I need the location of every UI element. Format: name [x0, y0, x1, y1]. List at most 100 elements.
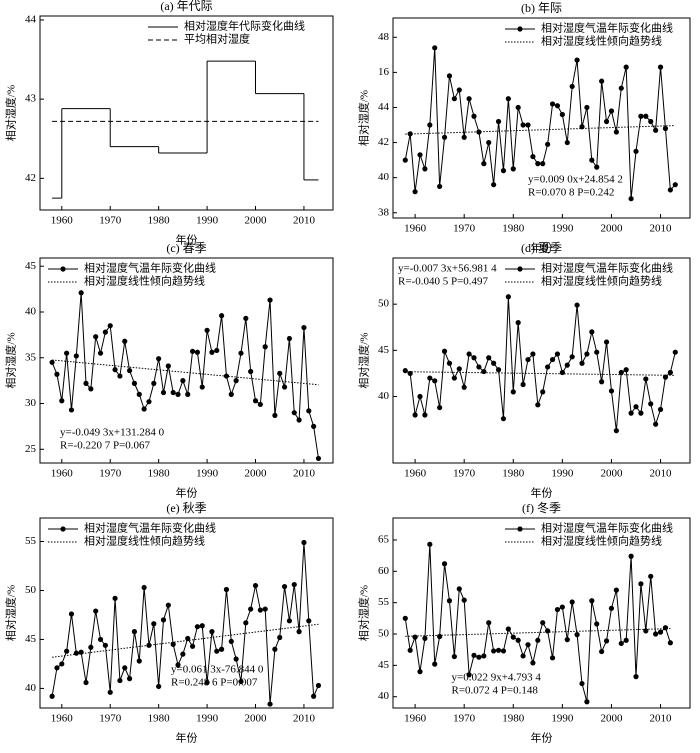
plot-frame	[39, 517, 334, 709]
plot-frame	[392, 257, 691, 464]
data-point	[432, 378, 438, 384]
data-point	[204, 327, 210, 333]
x-tick-label: 1970	[453, 713, 476, 725]
data-point	[228, 391, 234, 397]
legend-marker	[60, 526, 66, 532]
data-point	[662, 625, 669, 631]
data-point	[107, 323, 113, 329]
y-tick-label: 50	[378, 298, 390, 310]
x-tick-label: 1960	[51, 468, 74, 480]
y-tick-label: 40	[25, 306, 37, 318]
data-point	[549, 356, 556, 363]
x-axis-label: 年份	[176, 731, 198, 745]
data-point	[306, 408, 312, 414]
data-point	[315, 682, 322, 689]
data-point	[146, 399, 152, 405]
y-axis-label: 相对湿度/%	[357, 90, 371, 146]
regression-annotation: y=-0.049 3x+131.284 0	[60, 427, 165, 439]
data-point	[427, 122, 433, 128]
data-point	[402, 157, 408, 163]
x-tick-label: 1990	[551, 468, 574, 480]
data-point	[613, 587, 619, 593]
y-tick-label: 44	[25, 13, 37, 25]
data-point	[214, 648, 220, 654]
data-point	[535, 402, 541, 408]
data-point	[466, 351, 472, 357]
data-point	[402, 368, 408, 374]
data-point	[170, 389, 176, 396]
trend-line	[52, 359, 319, 386]
data-point	[476, 129, 482, 135]
y-tick-label: 25	[25, 443, 37, 455]
data-point	[672, 182, 678, 188]
x-tick-label: 1960	[404, 468, 427, 480]
data-point	[117, 677, 123, 684]
regression-annotation: y=0.009 0x+24.854 2	[528, 174, 623, 186]
x-tick-label: 2010	[293, 713, 316, 725]
plot-frame	[39, 15, 334, 211]
data-point	[441, 348, 448, 354]
data-point	[510, 634, 516, 640]
data-point	[248, 606, 254, 612]
data-point	[54, 371, 60, 377]
data-point	[579, 360, 585, 366]
legend-label: 相对湿度线性倾向趋势线	[541, 34, 662, 48]
x-tick-label: 1990	[196, 468, 219, 480]
data-point	[618, 369, 624, 376]
data-point	[540, 620, 546, 626]
data-line	[405, 296, 676, 431]
data-point	[88, 386, 94, 392]
x-tick-label: 1980	[148, 713, 171, 725]
data-point	[233, 656, 239, 662]
x-axis-label: 年份	[531, 731, 553, 745]
data-point	[272, 412, 278, 419]
data-point	[189, 643, 196, 649]
data-point	[156, 356, 162, 362]
data-point	[441, 134, 448, 140]
legend-label: 相对湿度气温年际变化曲线	[84, 521, 216, 535]
data-point	[301, 539, 307, 546]
data-point	[97, 636, 104, 643]
data-point	[175, 391, 181, 397]
data-point	[64, 648, 70, 654]
regression-annotation: R=0.070 8 P=0.242	[528, 187, 614, 199]
y-tick-label: 43	[25, 93, 37, 105]
data-point	[59, 661, 65, 667]
data-point	[554, 103, 561, 109]
data-point	[131, 629, 138, 635]
data-point	[112, 367, 118, 373]
data-point	[643, 628, 649, 634]
x-tick-label: 1970	[453, 468, 476, 480]
regression-annotation: R=-0.220 7 P=0.067	[60, 440, 151, 452]
data-point	[151, 380, 157, 386]
y-tick-label: 16	[378, 66, 390, 78]
panel-title: (a) 年代际	[160, 0, 212, 13]
y-tick-label: 60	[378, 565, 390, 577]
data-point	[623, 367, 629, 373]
data-point	[102, 329, 108, 335]
x-tick-label: 2000	[245, 713, 268, 725]
data-point	[525, 642, 531, 648]
y-tick-label: 40	[378, 171, 390, 183]
data-point	[500, 648, 507, 654]
data-point	[672, 349, 678, 355]
x-tick-label: 2000	[245, 215, 268, 227]
data-point	[189, 348, 196, 354]
data-point	[589, 157, 595, 163]
data-point	[667, 640, 673, 646]
data-point	[446, 73, 453, 79]
x-tick-label: 1980	[502, 713, 525, 725]
data-point	[657, 629, 664, 635]
panel-title: (b) 年际	[521, 1, 562, 15]
panel-title: (e) 秋季	[166, 501, 206, 515]
data-point	[451, 653, 457, 660]
data-point	[613, 428, 619, 434]
data-point	[530, 351, 536, 357]
data-point	[530, 153, 536, 160]
data-point	[296, 417, 302, 423]
data-point	[446, 360, 453, 366]
data-point	[126, 367, 133, 374]
y-tick-label: 65	[378, 533, 390, 545]
